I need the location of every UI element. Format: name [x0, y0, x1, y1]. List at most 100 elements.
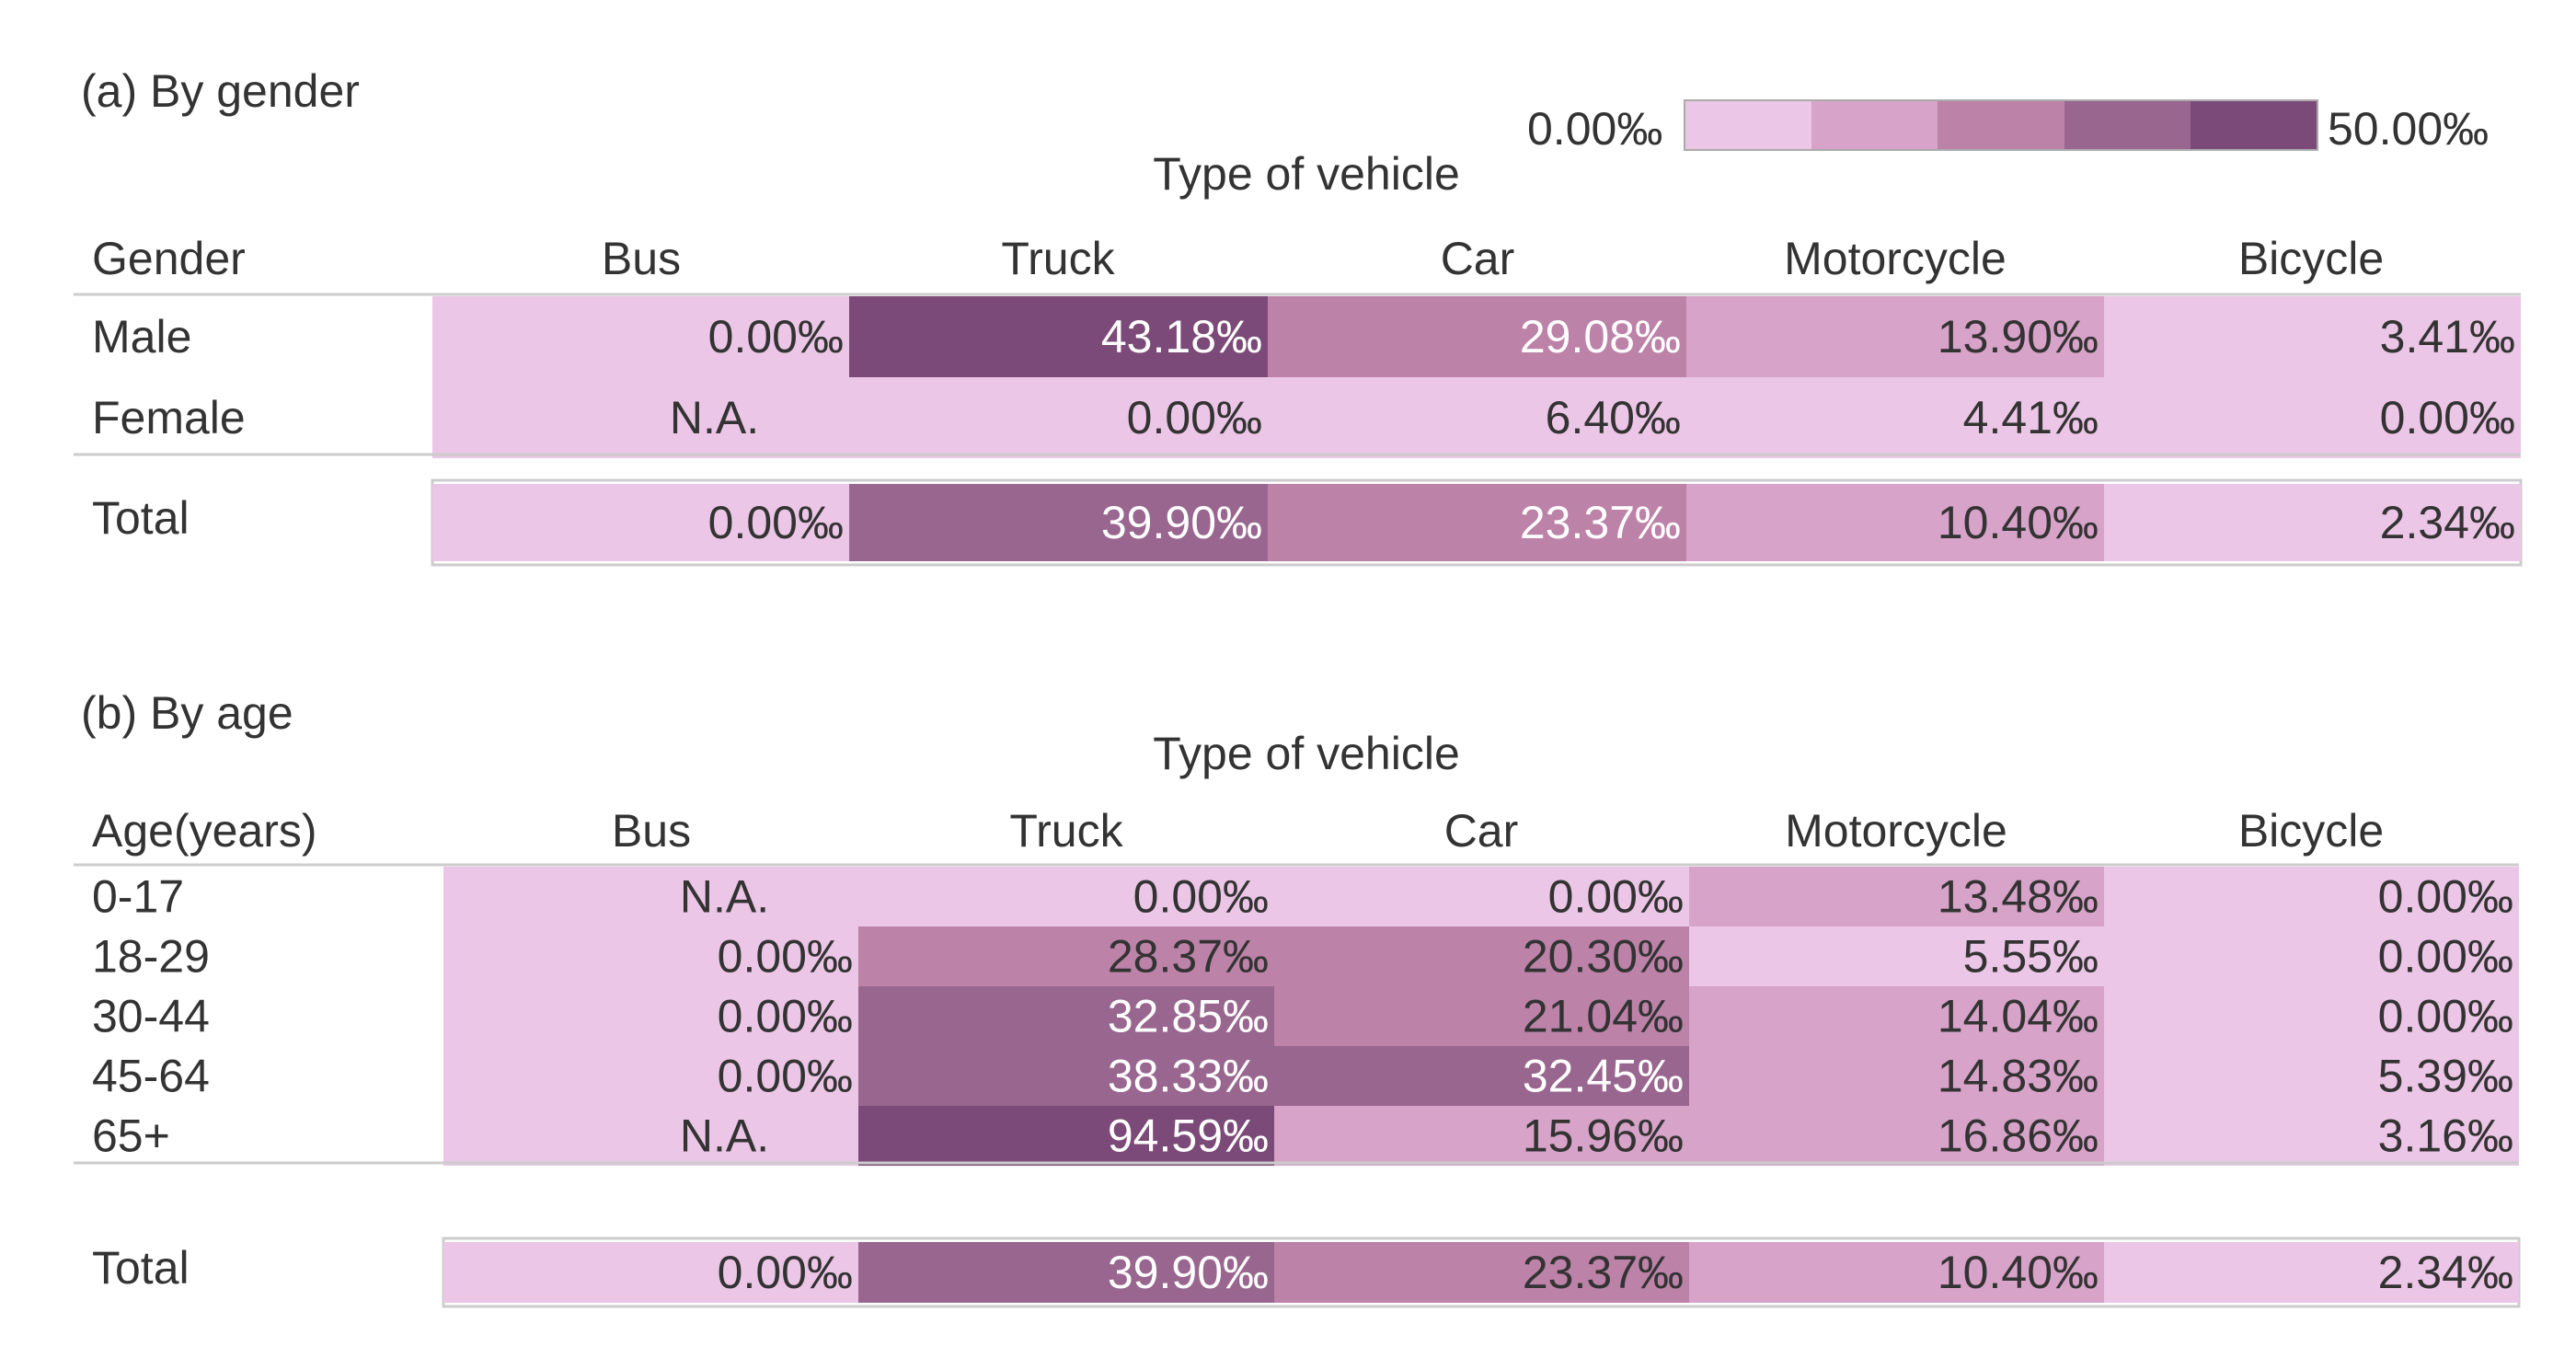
panel-title: (b) By age	[81, 687, 293, 739]
total-value: 0.00‰	[718, 1247, 853, 1298]
cell-value: 4.41‰	[1963, 392, 2099, 443]
total-value: 39.90‰	[1108, 1247, 1269, 1298]
heat-cell	[1274, 986, 1689, 1046]
column-header-car: Car	[1444, 805, 1519, 857]
panel-age: (b) By age Type of vehicle Age(years) Bus Tr…	[74, 687, 2521, 1308]
cell-value: 0.00‰	[2380, 392, 2515, 443]
total-value: 23.37‰	[1523, 1247, 1684, 1298]
panel-gender: (a) By gender Type of vehicle Gender Bus Tru…	[74, 65, 2523, 567]
cell-value: 6.40‰	[1546, 392, 1681, 443]
heat-cell	[432, 296, 849, 377]
total-cell	[1686, 484, 2104, 561]
cell-value: 0.00‰	[2378, 871, 2513, 923]
heat-cell	[1274, 867, 1689, 926]
total-label: Total	[92, 492, 190, 544]
cell-value: 5.39‰	[2378, 1051, 2513, 1102]
heat-cell	[2104, 926, 2519, 986]
row-label: Female	[92, 392, 246, 443]
cell-value: 0.00‰	[2378, 991, 2513, 1042]
heat-cell	[858, 926, 1274, 986]
table-row: 30-44 0.00‰ 32.85‰ 21.04‰ 14.04‰ 0.00‰	[92, 986, 2519, 1046]
heat-cell	[1689, 1106, 2104, 1166]
legend-max-label: 50.00‰	[2328, 103, 2490, 155]
cell-value: 0.00‰	[1127, 392, 1262, 443]
heat-cell	[443, 986, 858, 1046]
row-label: Male	[92, 311, 191, 362]
total-row: Total 0.00‰ 39.90‰ 23.37‰ 10.40‰ 2.34‰	[92, 1237, 2521, 1308]
heat-cell	[1274, 926, 1689, 986]
legend-swatch-4	[2190, 101, 2317, 149]
heat-cell	[858, 1106, 1274, 1166]
heat-cell	[443, 926, 858, 986]
legend-swatch-1	[1811, 101, 1938, 149]
column-header-bicycle: Bicycle	[2238, 805, 2384, 857]
cell-value: 5.55‰	[1963, 931, 2099, 983]
heat-cell	[1274, 1046, 1689, 1106]
cell-value: N.A.	[680, 1110, 769, 1162]
total-cell	[432, 484, 849, 561]
row-label: 18-29	[92, 931, 210, 983]
total-cell	[1268, 484, 1686, 561]
heat-cell	[2104, 986, 2519, 1046]
total-value: 23.37‰	[1520, 497, 1681, 548]
table-row: Female N.A. 0.00‰ 6.40‰ 4.41‰ 0.00‰	[92, 377, 2521, 458]
row-label: 45-64	[92, 1051, 210, 1102]
cell-value: 94.59‰	[1108, 1110, 1269, 1162]
cell-value: 14.83‰	[1938, 1051, 2099, 1102]
total-label: Total	[92, 1242, 190, 1294]
heat-cell	[1689, 867, 2104, 926]
column-header-motorcycle: Motorcycle	[1784, 233, 2007, 284]
row-label: 65+	[92, 1110, 170, 1162]
total-value: 2.34‰	[2378, 1247, 2513, 1298]
heat-cell	[1689, 986, 2104, 1046]
row-label: 30-44	[92, 991, 210, 1042]
heat-cell	[2104, 1106, 2519, 1166]
column-header-motorcycle: Motorcycle	[1785, 805, 2007, 857]
legend-color-bar	[1684, 99, 2318, 151]
cell-value: 13.48‰	[1938, 871, 2099, 923]
legend-swatch-3	[2064, 101, 2191, 149]
heat-cell	[443, 867, 858, 926]
total-cell	[858, 1242, 1274, 1303]
table-row: 18-29 0.00‰ 28.37‰ 20.30‰ 5.55‰ 0.00‰	[92, 926, 2519, 986]
cell-value: 0.00‰	[708, 311, 844, 362]
cell-value: 0.00‰	[1548, 871, 1684, 923]
heat-cell	[432, 377, 849, 458]
heat-cell	[849, 377, 1268, 458]
column-header-bus: Bus	[602, 233, 681, 284]
total-cell	[1274, 1242, 1689, 1303]
table-row: 45-64 0.00‰ 38.33‰ 32.45‰ 14.83‰ 5.39‰	[92, 1046, 2519, 1106]
heat-cell	[1274, 1106, 1689, 1166]
cell-value: 15.96‰	[1523, 1110, 1684, 1162]
total-cell	[2104, 1242, 2519, 1303]
heat-cell	[2104, 1046, 2519, 1106]
total-value: 10.40‰	[1938, 1247, 2099, 1298]
cell-value: 14.04‰	[1938, 991, 2099, 1042]
heat-cell	[2104, 867, 2519, 926]
column-header-bus: Bus	[612, 805, 691, 857]
color-legend: 0.00‰ 50.00‰	[1527, 92, 2530, 166]
column-header-truck: Truck	[1001, 233, 1115, 284]
total-value: 39.90‰	[1101, 497, 1262, 548]
total-cell	[443, 1242, 858, 1303]
heat-cell	[1686, 377, 2104, 458]
cell-value: 20.30‰	[1523, 931, 1684, 983]
heat-cell	[858, 986, 1274, 1046]
cell-value: 38.33‰	[1108, 1051, 1269, 1102]
cell-value: 13.90‰	[1938, 311, 2099, 362]
heat-cell	[849, 296, 1268, 377]
table-row: 65+ N.A. 94.59‰ 15.96‰ 16.86‰ 3.16‰	[92, 1106, 2519, 1166]
heat-cell	[443, 1106, 858, 1166]
column-group-label: Type of vehicle	[1153, 728, 1460, 779]
heat-cell	[858, 867, 1274, 926]
cell-value: 0.00‰	[2378, 931, 2513, 983]
cell-value: 3.16‰	[2378, 1110, 2513, 1162]
cell-value: 0.00‰	[1133, 871, 1269, 923]
table-row: Male 0.00‰ 43.18‰ 29.08‰ 13.90‰ 3.41‰	[92, 296, 2521, 377]
cell-value: 0.00‰	[718, 1051, 853, 1102]
total-value: 0.00‰	[708, 497, 844, 548]
heat-cell	[1686, 296, 2104, 377]
heat-cell	[1268, 296, 1686, 377]
legend-swatch-2	[1938, 101, 2064, 149]
